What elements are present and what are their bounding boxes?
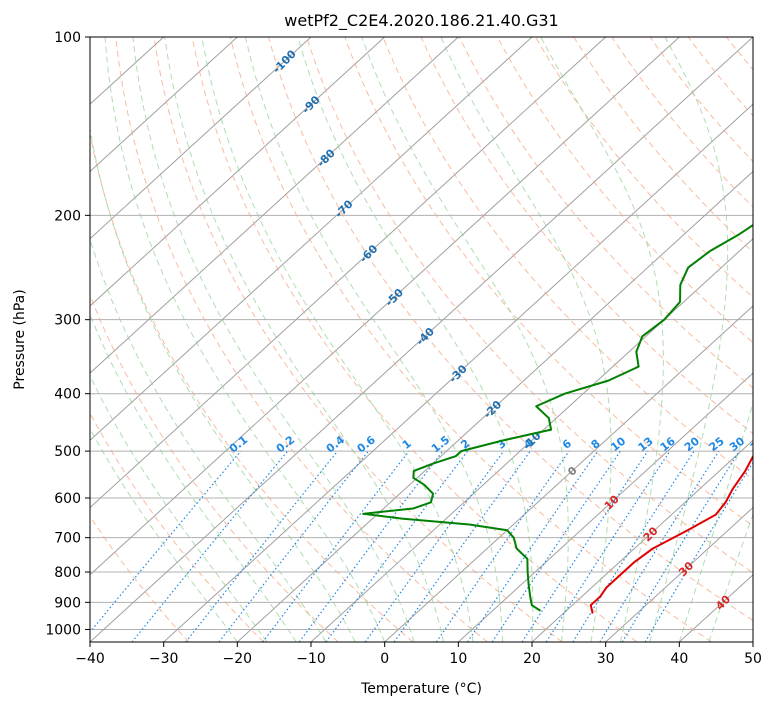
moist-adiabat-line bbox=[201, 37, 474, 642]
y-tick-label: 1000 bbox=[45, 622, 81, 638]
x-axis-label: Temperature (°C) bbox=[360, 681, 482, 697]
mixing-ratio-line bbox=[364, 450, 505, 642]
moist-adiabat-line bbox=[361, 37, 569, 642]
isotherm-line bbox=[457, 372, 753, 642]
mixing-ratio-line bbox=[491, 450, 621, 642]
data-layer bbox=[362, 223, 753, 614]
x-tick-label: 50 bbox=[744, 651, 762, 667]
isotherm-line bbox=[90, 37, 386, 307]
isotherm-line bbox=[90, 37, 238, 173]
dry-adiabat-line bbox=[90, 131, 414, 642]
dry-adiabat-line bbox=[191, 37, 638, 642]
x-tick-label: 0 bbox=[380, 651, 389, 667]
y-tick-label: 300 bbox=[54, 313, 81, 329]
moist-adiabat-line bbox=[164, 37, 445, 642]
y-tick-label: 200 bbox=[54, 208, 81, 224]
y-tick-label: 600 bbox=[54, 491, 81, 507]
dry-adiabat-line bbox=[573, 37, 753, 253]
isotherm-line bbox=[90, 37, 533, 442]
dry-adiabat-line bbox=[90, 293, 339, 642]
x-tick-label: 10 bbox=[449, 651, 467, 667]
moist-adiabat-line bbox=[90, 374, 268, 642]
moist-adiabat-line bbox=[132, 37, 415, 642]
mixing-ratio-line bbox=[90, 450, 242, 634]
y-tick-label: 700 bbox=[54, 531, 81, 547]
moist-adiabat-line bbox=[90, 427, 238, 642]
y-tick-label: 500 bbox=[54, 444, 81, 460]
y-tick-label: 800 bbox=[54, 565, 81, 581]
mixing-ratio-line bbox=[572, 450, 695, 642]
temperature-profile-line bbox=[589, 454, 753, 614]
mixing-ratio-line bbox=[325, 450, 469, 642]
isotherm-line bbox=[384, 305, 753, 642]
dry-adiabat-line bbox=[306, 37, 753, 574]
x-tick-label: −40 bbox=[75, 651, 105, 667]
mixing-ratio-line bbox=[131, 450, 289, 642]
x-tick-label: −10 bbox=[296, 651, 326, 667]
dry-adiabat-line bbox=[420, 37, 753, 435]
background-lines bbox=[90, 37, 753, 642]
chart-title: wetPf2_C2E4.2020.186.21.40.G31 bbox=[284, 11, 558, 31]
mixing-ratio-line bbox=[185, 450, 339, 642]
mixing-ratio-line bbox=[393, 450, 531, 642]
isotherm-line bbox=[605, 506, 753, 642]
moist-adiabat-line bbox=[245, 37, 504, 642]
y-tick-label: 400 bbox=[54, 387, 81, 403]
mixing-ratio-line bbox=[545, 450, 671, 642]
dry-adiabat-line bbox=[344, 37, 753, 527]
isotherm-line bbox=[90, 37, 607, 509]
dry-adiabat-line bbox=[115, 37, 488, 642]
moist-adiabat-line bbox=[708, 512, 753, 642]
x-tick-label: 40 bbox=[670, 651, 688, 667]
moist-adiabat-line bbox=[678, 401, 753, 642]
moist-adiabat-line bbox=[90, 237, 327, 642]
mixing-ratio-line bbox=[298, 450, 444, 642]
y-axis: 100 200 300 400 500 600 700 800 900 1000 bbox=[45, 30, 90, 638]
mixing-ratio-line bbox=[621, 450, 740, 642]
plot-frame bbox=[89, 36, 754, 643]
mixing-ratio-label: 36 bbox=[748, 434, 768, 454]
mixing-ratio-line bbox=[467, 450, 599, 642]
moist-adiabat-line bbox=[90, 125, 356, 642]
isotherm-line bbox=[90, 37, 312, 240]
dry-adiabat-line bbox=[268, 37, 753, 622]
dry-adiabat-line bbox=[649, 37, 753, 163]
y-axis-label: Pressure (hPa) bbox=[12, 289, 28, 389]
y-tick-label: 900 bbox=[54, 595, 81, 611]
x-tick-label: −30 bbox=[149, 651, 179, 667]
moist-adiabat-line bbox=[540, 37, 664, 642]
dry-adiabat-line bbox=[90, 412, 264, 642]
isotherm-line bbox=[90, 37, 753, 642]
moist-adiabat-line bbox=[90, 313, 297, 642]
mixing-ratio-line bbox=[521, 450, 649, 642]
mixing-ratio-line bbox=[435, 450, 570, 642]
dry-adiabat-line bbox=[496, 37, 753, 344]
x-tick-label: −20 bbox=[223, 651, 253, 667]
mixing-ratio-line bbox=[262, 450, 410, 642]
isotherm-line bbox=[90, 37, 680, 576]
isotherm-line bbox=[163, 103, 753, 642]
x-axis: −40 −30 −20 −10 0 10 20 30 40 50 bbox=[75, 642, 762, 667]
isotherm-line bbox=[90, 37, 459, 374]
moist-adiabat-line bbox=[104, 37, 386, 642]
isotherm-line bbox=[531, 439, 753, 642]
dry-adiabat-line bbox=[229, 37, 712, 642]
y-tick-label: 100 bbox=[54, 30, 81, 46]
pressure-grid bbox=[90, 36, 753, 630]
x-tick-label: 30 bbox=[597, 651, 615, 667]
dry-adiabat-line bbox=[382, 37, 753, 481]
isotherm-line bbox=[236, 170, 753, 642]
dry-adiabat-line bbox=[458, 37, 753, 389]
isotherm-line bbox=[310, 237, 753, 642]
dry-adiabat-line bbox=[153, 37, 563, 642]
dewpoint-profile-line bbox=[362, 223, 753, 612]
x-tick-label: 20 bbox=[523, 651, 541, 667]
moist-adiabat-line bbox=[297, 37, 534, 642]
moist-adiabat-line bbox=[649, 37, 729, 642]
